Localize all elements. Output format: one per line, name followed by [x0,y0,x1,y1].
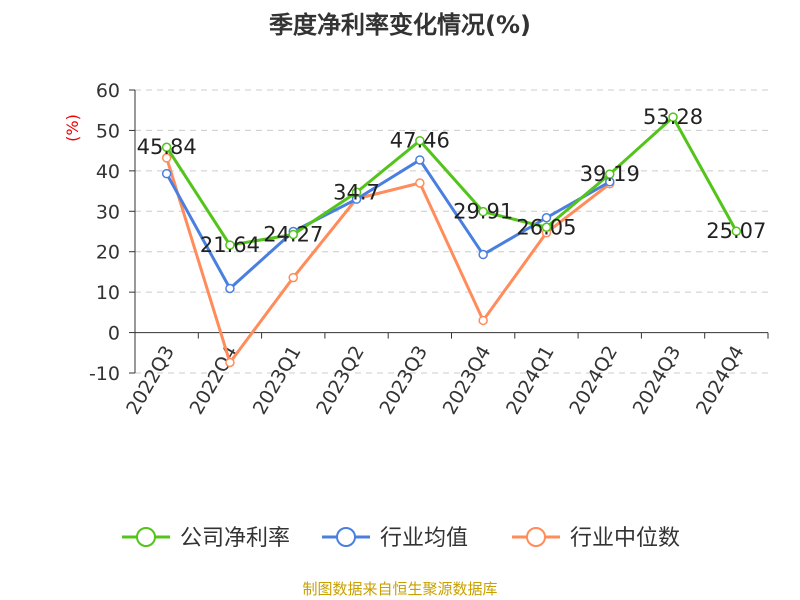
y-tick-label: 20 [96,242,120,264]
data-point [478,249,488,260]
data-point [161,168,172,179]
y-tick-label: 10 [96,282,120,304]
x-tick-label: 2023Q3 [375,342,432,418]
series-line [165,114,738,247]
data-label: 24.27 [263,222,323,246]
data-point [415,178,425,188]
data-label: 21.64 [200,233,260,257]
source-note: 制图数据来自恒生聚源数据库 [302,580,497,598]
legend-marker [136,527,156,547]
data-point [288,272,298,283]
data-point [541,222,552,233]
y-tick-label: 40 [96,161,120,183]
x-tick-label: 2024Q4 [692,342,749,418]
data-point [225,357,235,368]
x-tick-label: 2022Q4 [186,342,243,418]
data-point [478,206,488,217]
y-tick-label: 60 [96,80,120,102]
y-tick-label: 0 [108,323,120,345]
data-label: 34.7 [333,180,380,204]
legend-marker [336,527,356,547]
data-label: 39.19 [580,162,640,186]
x-tick-label: 2024Q3 [629,342,686,418]
data-label: 26.05 [516,215,576,239]
data-point [225,240,235,250]
data-label: 53.28 [643,105,703,129]
data-point [668,112,678,122]
y-tick-label: 30 [96,201,120,223]
legend-label: 行业中位数 [570,526,680,551]
data-point [161,153,172,163]
data-label: 47.46 [390,129,450,153]
data-point [351,187,362,198]
y-axis-label: (%) [63,114,82,142]
legend-label: 公司净利率 [180,526,290,551]
chart-title: 季度净利率变化情况(%) [269,11,531,39]
x-tick-label: 2022Q3 [122,342,179,418]
legend-label: 行业均值 [380,526,468,551]
data-label: 29.91 [453,200,513,224]
x-tick-label: 2024Q1 [502,342,559,418]
data-label: 45.84 [137,135,197,159]
x-tick-label: 2024Q2 [565,342,622,418]
series-line [165,157,611,366]
data-point [415,155,425,165]
data-point [415,135,425,146]
data-point [225,283,235,294]
x-tick-label: 2023Q1 [249,342,306,418]
x-tick-label: 2023Q2 [312,342,369,418]
legend-marker [526,527,546,547]
y-tick-label: 50 [96,120,120,142]
y-tick-label: -10 [89,363,120,385]
x-tick-label: 2023Q4 [439,342,496,418]
data-point [161,142,172,152]
data-point [605,169,615,179]
data-point [288,229,298,240]
data-point [541,213,552,223]
data-label: 25.07 [706,219,766,243]
data-point [478,315,488,326]
data-point [731,226,742,236]
